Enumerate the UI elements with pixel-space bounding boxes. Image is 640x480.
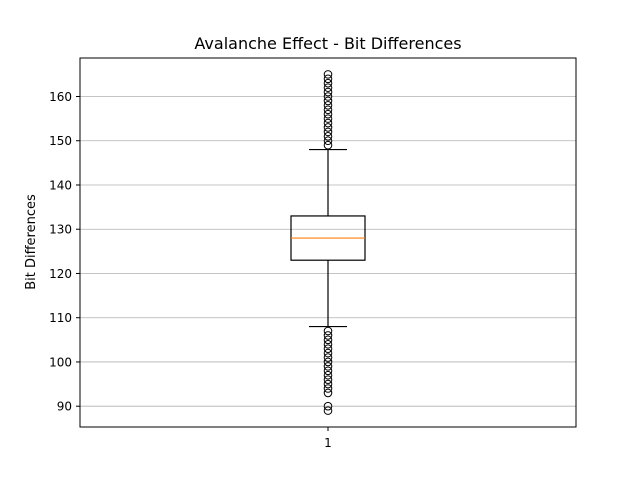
box-layer (290, 70, 366, 415)
outlier-point (323, 74, 333, 84)
outlier-point (323, 127, 333, 137)
outlier-point (323, 136, 333, 146)
outlier-point (323, 401, 333, 411)
y-tick-label: 140 (49, 178, 72, 192)
outlier-point (323, 326, 333, 336)
outlier-point (323, 362, 333, 371)
outlier-point (323, 366, 333, 376)
y-tick-label: 100 (49, 355, 72, 369)
y-tick-label: 120 (49, 267, 72, 281)
outlier-point (323, 123, 333, 132)
outlier-point (323, 331, 333, 340)
outlier-point (323, 348, 333, 358)
y-tick-label: 160 (49, 90, 72, 104)
outlier-point (323, 87, 333, 97)
outlier-point (323, 406, 333, 415)
y-axis-label: Bit Differences (24, 194, 39, 290)
outlier-point (323, 78, 333, 88)
y-tick-label: 90 (57, 400, 72, 414)
chart-title: Avalanche Effect - Bit Differences (194, 34, 461, 53)
y-tick-label: 110 (49, 311, 72, 325)
outlier-point (323, 114, 333, 123)
outlier-point (323, 101, 333, 110)
outlier-point (323, 379, 333, 389)
outlier-point (323, 339, 333, 349)
outlier-point (323, 344, 333, 353)
outlier-point (323, 83, 333, 92)
axes-layer: 90 100 110 120 130 140 150 160 1 (49, 57, 577, 450)
outlier-point (323, 118, 333, 128)
outlier-point (323, 370, 333, 380)
y-tick-label: 150 (49, 134, 72, 148)
outlier-point (323, 96, 333, 106)
outlier-point (323, 132, 333, 141)
outlier-point (323, 384, 333, 393)
outlier-point (323, 388, 333, 398)
outlier-point (323, 105, 333, 115)
x-tick-label: 1 (324, 436, 332, 450)
outlier-point (323, 140, 333, 150)
outlier-point (323, 109, 333, 119)
outlier-point (323, 357, 333, 367)
outlier-point (323, 92, 333, 101)
outlier-point (323, 70, 333, 79)
outlier-point (323, 375, 333, 384)
outlier-point (323, 353, 333, 362)
y-tick-label: 130 (49, 223, 72, 237)
outlier-point (323, 335, 333, 345)
